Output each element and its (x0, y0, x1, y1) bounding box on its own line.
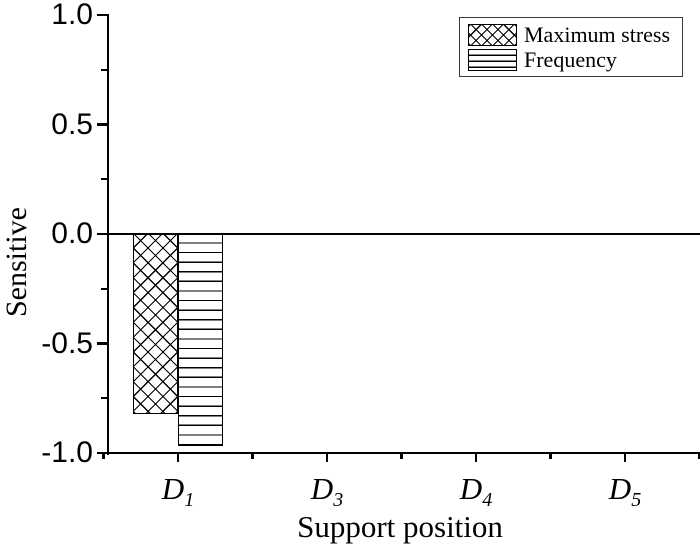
y-major-tick (97, 232, 107, 236)
y-tick-label: 0.0 (51, 217, 93, 250)
y-major-tick (97, 13, 107, 17)
legend-label-frequency: Frequency (524, 46, 617, 72)
y-tick-label: -0.5 (41, 326, 93, 360)
y-major-tick (97, 451, 107, 455)
legend-label-maximum-stress: Maximum stress (524, 21, 671, 47)
x-minor-tick (400, 453, 403, 459)
bar-maximum-stress-d1 (133, 233, 178, 414)
y-tick-label: 0.5 (51, 107, 93, 141)
x-major-tick (176, 453, 180, 462)
x-category-label: D3 (310, 471, 344, 511)
bar-frequency-d1 (178, 233, 223, 447)
zero-line (107, 232, 700, 236)
x-major-tick (474, 453, 478, 462)
legend-row-frequency: Frequency (468, 47, 682, 72)
x-category-label: D1 (161, 471, 195, 511)
x-minor-tick (549, 453, 552, 459)
y-tick-label: 1.0 (51, 0, 93, 31)
x-category-label: D4 (459, 471, 493, 511)
y-minor-tick (101, 397, 107, 400)
x-minor-tick (698, 453, 700, 459)
y-minor-tick (101, 287, 107, 290)
y-minor-tick (101, 68, 107, 71)
horizontal-lines-pattern-swatch-icon (468, 48, 517, 71)
x-major-tick (623, 453, 627, 462)
y-axis-title: Sensitive (0, 207, 33, 317)
x-minor-tick (251, 453, 254, 459)
crosshatch-pattern-swatch-icon (468, 23, 517, 46)
x-category-label: D5 (608, 471, 642, 511)
x-major-tick (325, 453, 329, 462)
y-axis-line (107, 14, 110, 455)
y-major-tick (97, 342, 107, 345)
x-minor-tick (102, 453, 105, 459)
y-minor-tick (101, 178, 107, 181)
legend: Maximum stress Frequency (459, 17, 683, 77)
x-axis-title: Support position (297, 509, 503, 544)
x-axis-line (107, 452, 700, 455)
y-tick-label: -1.0 (41, 436, 93, 469)
y-major-tick (97, 123, 107, 126)
legend-row-maximum-stress: Maximum stress (468, 22, 682, 47)
